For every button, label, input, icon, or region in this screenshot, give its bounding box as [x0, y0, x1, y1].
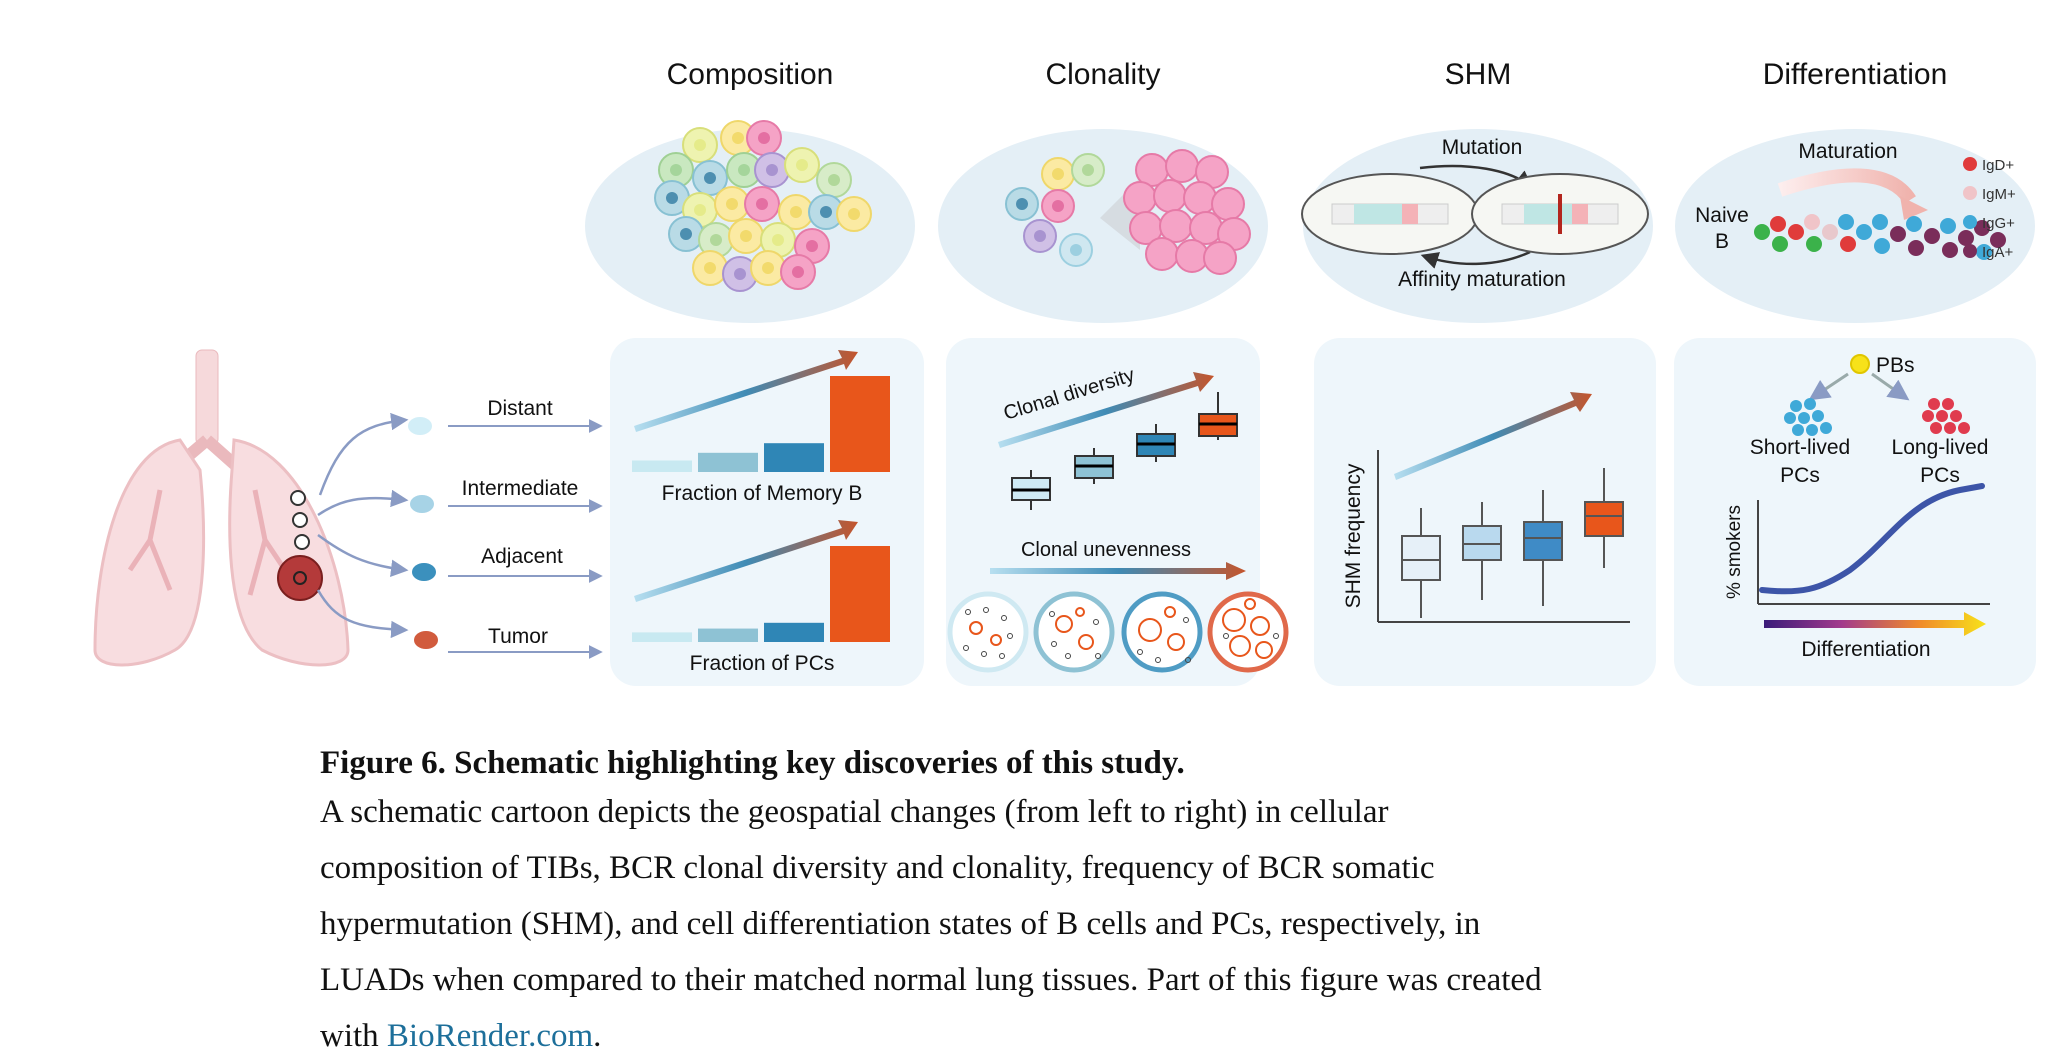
- affinity-maturation-label: Affinity maturation: [1398, 268, 1566, 291]
- trend-arrow-memory: [634, 350, 858, 432]
- memory-b-bar-3: [764, 443, 824, 472]
- sample-tumor-icon: [414, 631, 438, 649]
- clonal-unevenness-label: Clonal unevenness: [1021, 539, 1191, 561]
- isotype-igm: IgM+: [1982, 186, 2016, 203]
- region-arrows: [448, 419, 603, 659]
- isotype-iga: IgA+: [1982, 244, 2014, 261]
- pbs-label: PBs: [1876, 354, 1915, 377]
- caption-line-5: with BioRender.com.: [320, 1008, 1880, 1064]
- region-label-distant: Distant: [487, 397, 553, 420]
- shm-frequency-axis-label: SHM frequency: [1342, 463, 1365, 608]
- pcs-bar-4: [830, 546, 890, 642]
- smokers-sigmoid-curve: [1759, 483, 1985, 595]
- clonal-repertoire-circles: [947, 591, 1289, 673]
- bcr-cell-before: [1301, 173, 1479, 255]
- trend-arrow-diversity: [998, 372, 1214, 448]
- short-lived-pcs-label-line2: PCs: [1780, 464, 1820, 487]
- caption-line-4: LUADs when compared to their matched nor…: [320, 962, 1542, 998]
- trend-arrow-pcs: [634, 520, 858, 602]
- region-label-intermediate: Intermediate: [462, 477, 579, 500]
- pcs-bar-2: [698, 628, 758, 642]
- short-lived-pcs-label-line1: Short-lived: [1750, 436, 1850, 459]
- clonal-expansion-cells: [1005, 149, 1251, 275]
- nodule-1: [290, 490, 306, 506]
- sample-intermediate-icon: [410, 495, 434, 513]
- tumor-mass: [277, 555, 323, 601]
- caption-line-1: A schematic cartoon depicts the geospati…: [320, 794, 1389, 830]
- b-cell-maturation-stream: [1754, 214, 2006, 260]
- memory-b-bar-2: [698, 452, 758, 472]
- trend-arrow-unevenness: [990, 562, 1246, 580]
- pcs-bar-chart: [632, 546, 890, 642]
- lung-illustration: [93, 349, 350, 667]
- differentiation-gradient-arrow: [1764, 612, 1986, 636]
- nodule-2: [292, 512, 308, 528]
- region-label-tumor: Tumor: [488, 625, 548, 648]
- sample-distant-icon: [408, 417, 432, 435]
- diversity-boxplots: [1011, 392, 1238, 510]
- sample-adjacent-icon: [412, 563, 436, 581]
- schematic-figure: Composition Clonality SHM Differentiatio…: [93, 58, 2036, 686]
- isotype-legend: [1963, 157, 1977, 258]
- caption-body: A schematic cartoon depicts the geospati…: [320, 784, 1880, 1064]
- biorender-link[interactable]: BioRender.com: [386, 1018, 594, 1054]
- shm-panel: [1314, 338, 1656, 686]
- header-composition: Composition: [667, 58, 834, 91]
- trend-arrow-shm: [1394, 392, 1592, 480]
- header-clonality: Clonality: [1045, 58, 1160, 91]
- fraction-pcs-label: Fraction of PCs: [690, 652, 835, 675]
- long-lived-pcs-label-line1: Long-lived: [1892, 436, 1989, 459]
- memory-b-bar-chart: [632, 376, 890, 472]
- isotype-igg: IgG+: [1982, 215, 2015, 232]
- caption-line-5-prefix: with: [320, 1018, 387, 1054]
- differentiation-axis-label: Differentiation: [1801, 638, 1930, 661]
- percent-smokers-axis-label: % smokers: [1724, 505, 1745, 599]
- shm-boxplots: [1401, 468, 1624, 618]
- naive-b-label-line1: Naive: [1695, 204, 1749, 227]
- caption-line-5-suffix: .: [593, 1018, 602, 1054]
- header-shm: SHM: [1445, 58, 1512, 91]
- fraction-memory-b-label: Fraction of Memory B: [662, 482, 863, 505]
- memory-b-bar-1: [632, 460, 692, 472]
- pbs-cell-icon: [1850, 354, 1870, 374]
- pbs-to-long-arrow: [1871, 372, 1910, 401]
- caption-title: Figure 6. Schematic highlighting key dis…: [320, 745, 1185, 781]
- pcs-bar-1: [632, 632, 692, 642]
- pcs-bar-3: [764, 622, 824, 642]
- caption-line-2: composition of TIBs, BCR clonal diversit…: [320, 850, 1435, 886]
- naive-b-label-line2: B: [1715, 230, 1729, 253]
- long-lived-pcs-label-line2: PCs: [1920, 464, 1960, 487]
- isotype-igd: IgD+: [1982, 157, 2014, 174]
- pbs-to-short-arrow: [1808, 372, 1849, 401]
- bcr-cell-after: [1471, 173, 1649, 255]
- maturation-label: Maturation: [1798, 140, 1897, 163]
- mutation-label: Mutation: [1442, 136, 1523, 159]
- header-differentiation: Differentiation: [1763, 58, 1948, 91]
- sampling-arrows: [316, 412, 409, 639]
- long-lived-pc-cluster: [1922, 398, 1970, 434]
- figure-caption: Figure 6. Schematic highlighting key dis…: [320, 742, 1880, 1064]
- caption-line-3: hypermutation (SHM), and cell differenti…: [320, 906, 1481, 942]
- mixed-cell-cluster: [654, 120, 872, 292]
- mutation-mark: [1558, 194, 1562, 234]
- differentiation-oval: [1675, 129, 2035, 323]
- nodule-3: [294, 534, 310, 550]
- memory-b-bar-4: [830, 376, 890, 472]
- region-label-adjacent: Adjacent: [481, 545, 563, 568]
- short-lived-pc-cluster: [1784, 398, 1832, 436]
